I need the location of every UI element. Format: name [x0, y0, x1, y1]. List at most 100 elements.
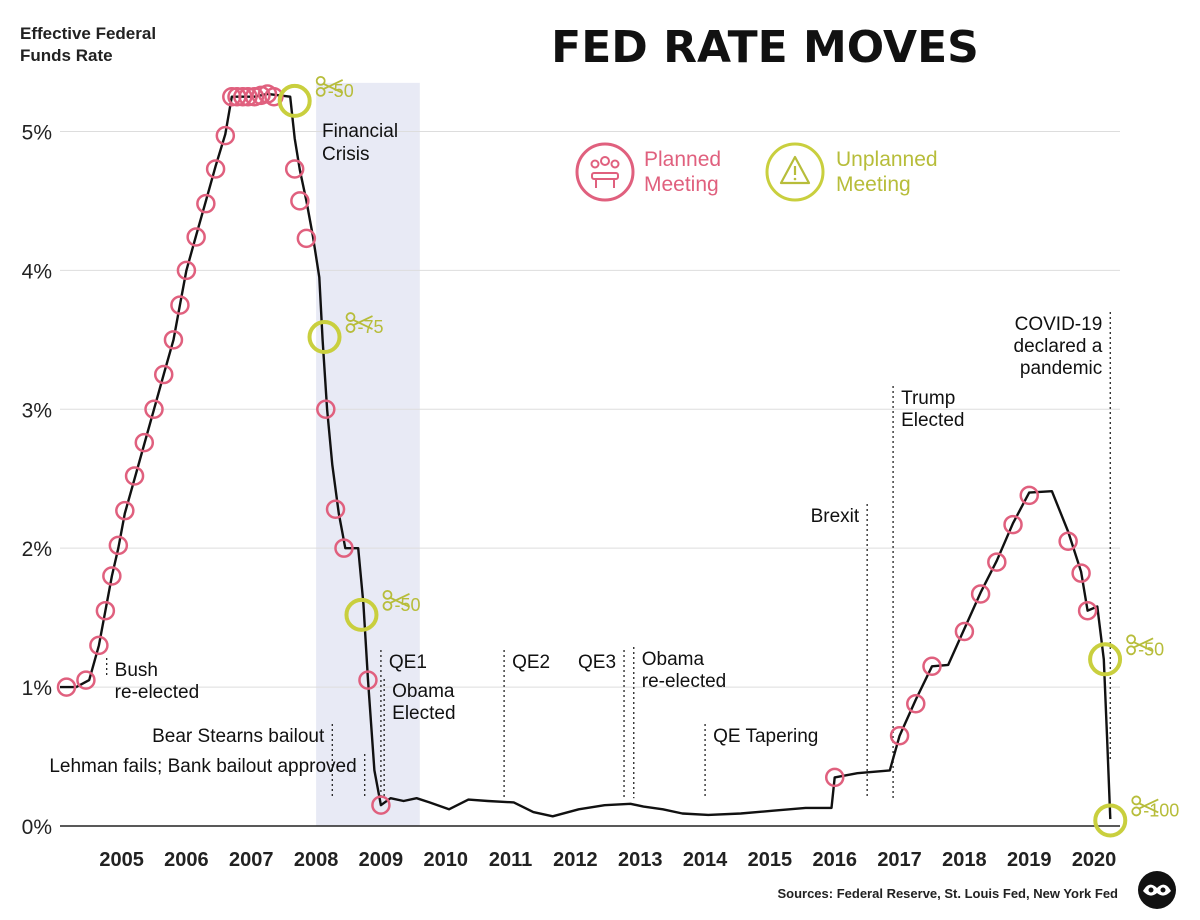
planned-meeting-marker	[215, 125, 236, 146]
rate-cut-label: -100	[1143, 800, 1179, 820]
financial-crisis-shade	[316, 82, 420, 826]
unplanned-meeting-marker	[1088, 642, 1123, 677]
planned-meeting-marker	[108, 535, 129, 556]
planned-meeting-marker	[186, 227, 206, 247]
event-annotation: QE1	[389, 652, 427, 673]
y-tick-label: 0%	[22, 816, 52, 839]
unplanned-meeting-marker	[1093, 803, 1128, 838]
planned-meeting-marker	[325, 499, 346, 520]
event-annotation: Elected	[392, 703, 455, 724]
event-annotation: Bear Stearns bailout	[152, 726, 325, 747]
publisher-logo-icon	[1138, 871, 1176, 909]
planned-meeting-marker	[102, 566, 122, 586]
x-tick-label: 2011	[489, 849, 532, 871]
rate-series-line	[60, 92, 1112, 820]
planned-meeting-marker	[954, 621, 975, 642]
legend-unplanned-line1: Unplanned	[836, 148, 938, 171]
x-tick-label: 2018	[942, 849, 987, 871]
planned-meeting-marker	[144, 399, 164, 420]
y-axis-title-line1: Effective Federal	[20, 24, 156, 43]
planned-meeting-marker	[334, 538, 354, 558]
planned-meeting-marker	[153, 364, 174, 385]
event-annotation: re-elected	[115, 682, 199, 703]
planned-meeting-marker	[163, 330, 184, 350]
legend-planned-line2: Meeting	[644, 173, 719, 196]
planned-meeting-marker	[76, 670, 96, 690]
planned-meeting-marker	[284, 159, 305, 179]
planned-meeting-marker	[233, 86, 253, 107]
planned-meeting-marker	[824, 767, 845, 788]
event-annotation: Obama	[642, 649, 705, 670]
y-axis-title-line2: Funds Rate	[20, 46, 113, 65]
x-tick-label: 2007	[229, 849, 274, 871]
planned-meeting-marker	[56, 677, 77, 697]
event-annotation: Obama	[392, 681, 455, 702]
chart-title: FED RATE MOVES	[551, 22, 979, 73]
planned-meeting-marker	[115, 500, 135, 521]
planned-meeting-marker	[371, 795, 391, 815]
planned-meeting-marker	[358, 670, 378, 690]
planned-meeting-marker	[296, 228, 317, 249]
x-tick-label: 2013	[618, 849, 663, 871]
planned-meeting-marker	[1019, 485, 1039, 506]
planned-meeting-marker	[987, 552, 1007, 572]
y-tick-label: 2%	[22, 538, 52, 561]
x-tick-label: 2016	[812, 849, 857, 871]
planned-meeting-marker	[134, 432, 155, 453]
rate-cut-label: -50	[328, 81, 354, 101]
scissors-icon	[345, 312, 373, 333]
event-annotation: Trump	[901, 388, 955, 409]
x-tick-label: 2005	[99, 849, 144, 871]
planned-meeting-marker	[89, 635, 109, 656]
x-tick-label: 2010	[423, 849, 468, 871]
unplanned-meeting-marker	[344, 597, 379, 632]
x-tick-label: 2006	[164, 849, 209, 871]
x-tick-label: 2015	[748, 849, 793, 871]
scissors-icon	[315, 75, 344, 97]
event-annotation: pandemic	[1020, 358, 1102, 379]
source-note: Sources: Federal Reserve, St. Louis Fed,…	[777, 886, 1118, 901]
planned-meeting-marker	[238, 86, 258, 107]
rate-cut-label: -50	[1138, 639, 1164, 659]
x-tick-label: 2019	[1007, 849, 1052, 871]
event-annotation: declared a	[1014, 336, 1103, 357]
legend: Planned Meeting Unplanned Meeting	[575, 142, 938, 202]
planned-meeting-marker	[290, 191, 310, 211]
planned-meeting-marker	[196, 193, 216, 214]
planned-meeting-marker	[124, 466, 145, 486]
planned-meeting-marker	[970, 584, 991, 604]
event-annotation: re-elected	[642, 671, 727, 692]
event-annotation: Elected	[901, 410, 964, 431]
scissors-icon	[1126, 634, 1154, 656]
financial-crisis-label-line2: Crisis	[322, 144, 370, 165]
y-tick-label: 5%	[22, 121, 52, 144]
x-tick-label: 2008	[294, 849, 339, 871]
event-annotation: Brexit	[811, 506, 860, 527]
x-tick-label: 2020	[1072, 849, 1117, 871]
unplanned-meeting-marker	[307, 320, 342, 355]
event-annotation: QE Tapering	[713, 726, 818, 747]
scissors-icon	[382, 589, 410, 611]
event-annotation: Bush	[115, 660, 158, 681]
unplanned-meeting-legend-icon	[765, 142, 825, 202]
event-annotation: QE3	[578, 652, 616, 673]
planned-meeting-marker	[906, 694, 926, 714]
y-tick-label: 4%	[22, 260, 52, 283]
planned-meeting-marker	[264, 86, 284, 107]
x-tick-label: 2009	[359, 849, 404, 871]
event-annotation: QE2	[512, 652, 550, 673]
y-tick-label: 3%	[22, 399, 52, 422]
planned-meeting-marker	[316, 399, 336, 420]
unplanned-meeting-marker	[277, 83, 312, 118]
planned-meeting-legend-icon	[575, 142, 635, 202]
planned-meeting-marker	[889, 725, 910, 746]
financial-crisis-label-line1: Financial	[322, 121, 398, 142]
legend-planned-line1: Planned	[644, 148, 721, 171]
scissors-icon	[1131, 795, 1159, 817]
legend-unplanned-line2: Meeting	[836, 173, 911, 196]
event-annotation: COVID-19	[1015, 314, 1103, 335]
planned-meeting-marker	[170, 295, 190, 315]
rate-cut-label: -50	[394, 595, 420, 615]
planned-meeting-marker	[205, 159, 226, 179]
